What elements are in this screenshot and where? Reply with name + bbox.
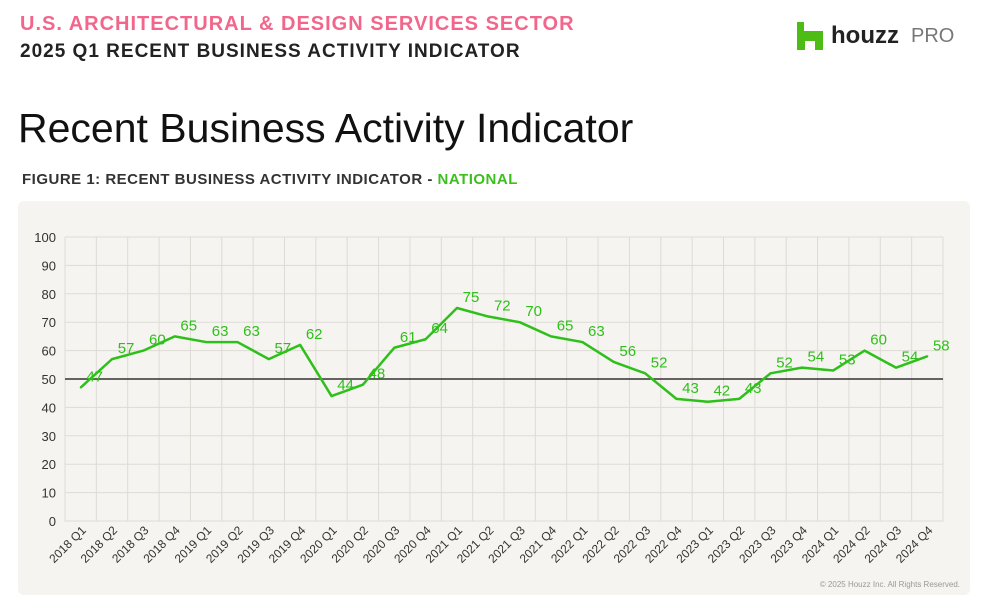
series-line-national: [79, 306, 928, 403]
data-point: [800, 366, 803, 369]
data-label: 54: [902, 349, 919, 366]
data-point: [550, 335, 553, 338]
data-label: 75: [463, 289, 480, 306]
data-label: 43: [682, 380, 699, 397]
data-label: 57: [118, 340, 135, 357]
data-label: 54: [808, 349, 825, 366]
data-label: 61: [400, 329, 417, 346]
data-label: 52: [651, 354, 668, 371]
data-point: [675, 397, 678, 400]
data-label: 48: [369, 366, 386, 383]
data-point: [173, 335, 176, 338]
data-point: [518, 321, 521, 324]
data-point: [738, 397, 741, 400]
data-label: 44: [337, 377, 354, 394]
figure-scope: NATIONAL: [437, 171, 518, 188]
data-point: [299, 343, 302, 346]
y-tick-label: 70: [42, 315, 56, 330]
data-point: [267, 358, 270, 361]
data-label: 58: [933, 337, 950, 354]
data-point: [205, 341, 208, 344]
data-point: [706, 400, 709, 403]
data-label: 70: [525, 303, 542, 320]
figure-label: FIGURE 1: RECENT BUSINESS ACTIVITY INDIC…: [22, 171, 438, 188]
figure-caption: FIGURE 1: RECENT BUSINESS ACTIVITY INDIC…: [22, 171, 518, 188]
data-point: [487, 315, 490, 318]
y-tick-label: 40: [42, 400, 56, 415]
data-label: 64: [431, 320, 448, 337]
data-label: 62: [306, 326, 323, 343]
data-point: [769, 372, 772, 375]
data-label: 53: [839, 351, 856, 368]
logo-word: houzz: [831, 22, 899, 49]
data-point: [236, 341, 239, 344]
data-point: [424, 338, 427, 341]
y-tick-label: 50: [42, 372, 56, 387]
data-label: 52: [776, 354, 793, 371]
data-point: [79, 386, 82, 389]
data-label: 65: [557, 317, 574, 334]
copyright: © 2025 Houzz Inc. All Rights Reserved.: [819, 580, 960, 589]
data-point: [581, 341, 584, 344]
data-label: 43: [745, 380, 762, 397]
y-tick-label: 10: [42, 486, 56, 501]
data-point: [455, 307, 458, 309]
y-tick-label: 0: [49, 514, 56, 529]
data-point: [393, 346, 396, 349]
y-tick-label: 30: [42, 429, 56, 444]
data-label: 65: [180, 317, 197, 334]
logo-pro: PRO: [910, 24, 955, 47]
y-tick-label: 90: [42, 258, 56, 273]
data-label: 60: [870, 332, 887, 349]
data-label: 57: [274, 340, 291, 357]
data-label: 47: [86, 369, 103, 386]
data-point: [894, 366, 897, 369]
data-point: [612, 360, 615, 363]
data-point: [142, 349, 145, 352]
page-title: Recent Business Activity Indicator: [18, 105, 634, 151]
houzz-pro-logo: houzz PRO: [797, 22, 954, 50]
data-point: [863, 349, 866, 352]
sector-title: U.S. ARCHITECTURAL & DESIGN SERVICES SEC…: [20, 13, 575, 35]
y-tick-label: 80: [42, 287, 56, 302]
data-point: [926, 355, 929, 358]
report-title: 2025 Q1 RECENT BUSINESS ACTIVITY INDICAT…: [20, 41, 521, 62]
data-point: [111, 358, 114, 361]
data-point: [330, 395, 333, 398]
data-label: 56: [619, 343, 636, 360]
house-icon: [797, 22, 823, 50]
y-tick-label: 60: [42, 344, 56, 359]
data-label: 63: [212, 323, 229, 340]
data-point: [832, 369, 835, 372]
y-tick-label: 100: [34, 230, 56, 245]
data-label: 72: [494, 298, 511, 315]
data-point: [644, 372, 647, 375]
data-point: [361, 383, 364, 386]
data-label: 63: [588, 323, 605, 340]
chart-panel: [18, 201, 970, 595]
y-tick-label: 20: [42, 457, 56, 472]
data-label: 42: [713, 383, 730, 400]
data-label: 60: [149, 332, 166, 349]
data-label: 63: [243, 323, 260, 340]
